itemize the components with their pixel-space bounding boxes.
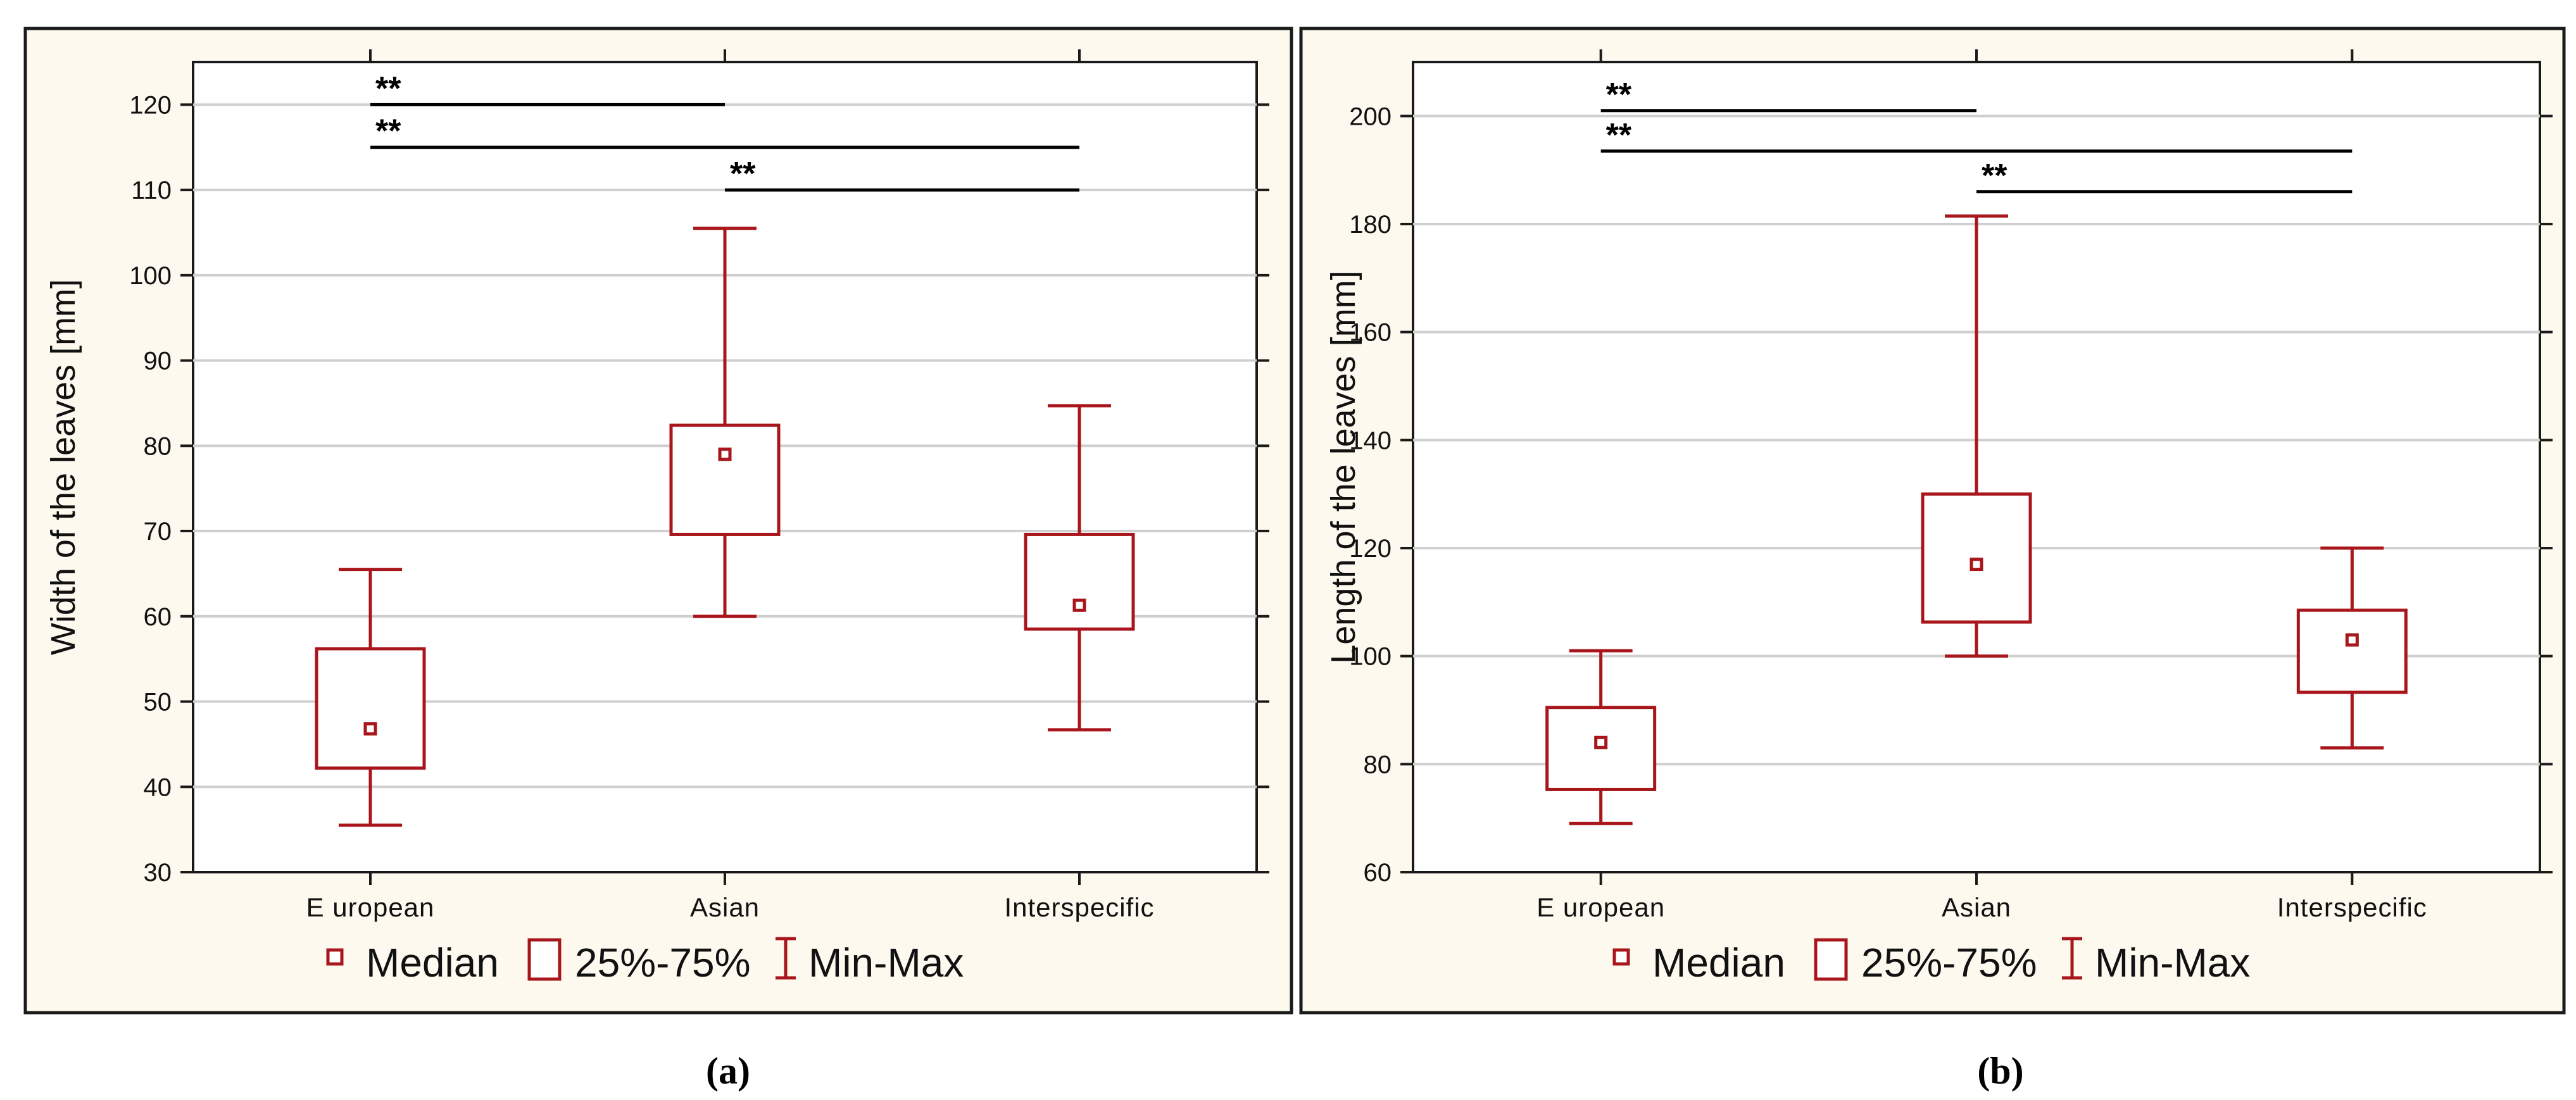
iqr-box: [1545, 706, 1657, 791]
legend-median-label: Median: [366, 940, 499, 985]
iqr-box: [1024, 532, 1135, 631]
y-tick-label: 70: [144, 518, 172, 546]
significance-label: **: [375, 70, 401, 107]
box-european: [315, 568, 426, 827]
legend-box-marker: [527, 938, 562, 981]
iqr-box: [315, 647, 426, 770]
x-category-label: Asian: [690, 892, 760, 922]
y-axis-title: Width of the leaves [mm]: [44, 279, 82, 655]
y-axis-title: Length of the leaves [mm]: [1324, 270, 1362, 663]
median-marker: [1594, 735, 1608, 749]
legend-median-marker: [1612, 948, 1630, 966]
y-tick-label: 120: [129, 91, 172, 119]
y-tick-label: 140: [1349, 427, 1392, 454]
iqr-box: [1921, 492, 2032, 624]
y-tick-label: 80: [144, 432, 172, 460]
median-marker: [718, 447, 732, 461]
legend-box-label: 25%-75%: [1861, 940, 2037, 985]
y-tick-label: 50: [144, 689, 172, 716]
legend: Median 25%-75% Min-Max: [326, 937, 964, 985]
iqr-box: [2296, 608, 2408, 694]
x-category-label: E uropean: [1536, 892, 1665, 922]
box-asian: [1921, 214, 2032, 658]
y-tick-label: 160: [1349, 319, 1392, 347]
panel-letter: (b): [1977, 1050, 2023, 1092]
box-european: [1545, 649, 1657, 825]
box-asian: [669, 227, 781, 618]
significance-label: **: [1982, 158, 2007, 194]
box-interspecific: [1024, 404, 1135, 732]
x-category-label: Interspecific: [2277, 892, 2427, 922]
legend: Median 25%-75% Min-Max: [1612, 937, 2250, 985]
legend-box-marker: [1814, 938, 1848, 981]
legend-median-label: Median: [1652, 940, 1785, 985]
median-marker: [363, 722, 377, 736]
panel-letter: (a): [706, 1050, 750, 1092]
median-marker: [1072, 598, 1086, 612]
legend-whisker-label: Min-Max: [2095, 940, 2250, 985]
median-marker: [1970, 558, 1983, 572]
significance-label: **: [1606, 117, 1632, 154]
x-category-label: Interspecific: [1004, 892, 1154, 922]
y-tick-label: 100: [129, 262, 172, 290]
box-interspecific: [2296, 546, 2408, 750]
chart-panel-a: 30 40 50 60 70 80 90 100 110 120 Width of the leav…: [23, 27, 1293, 1092]
x-category-label: Asian: [1942, 892, 2011, 922]
y-tick-label: 40: [144, 773, 172, 801]
y-tick-label: 180: [1349, 211, 1392, 239]
legend-box-label: 25%-75%: [575, 940, 751, 985]
x-category-label: E uropean: [306, 892, 435, 922]
y-tick-label: 110: [131, 177, 172, 204]
legend-whisker-label: Min-Max: [808, 940, 964, 985]
chart-panel-b: 60 80 100 120 140 160 180 200 Length of the leav…: [1299, 27, 2566, 1092]
median-marker: [2345, 633, 2359, 647]
y-tick-label: 90: [144, 347, 172, 375]
y-tick-label: 200: [1349, 103, 1392, 130]
iqr-box: [669, 423, 781, 536]
y-tick-label: 60: [1364, 859, 1392, 887]
y-tick-label: 80: [1364, 751, 1392, 778]
y-tick-label: 30: [144, 859, 172, 887]
y-tick-label: 100: [1349, 643, 1392, 671]
legend-median-marker: [326, 948, 344, 966]
significance-label: **: [730, 156, 756, 192]
y-tick-label: 120: [1349, 535, 1392, 563]
y-tick-label: 60: [144, 603, 172, 631]
significance-label: **: [375, 113, 401, 150]
significance-label: **: [1606, 77, 1632, 113]
